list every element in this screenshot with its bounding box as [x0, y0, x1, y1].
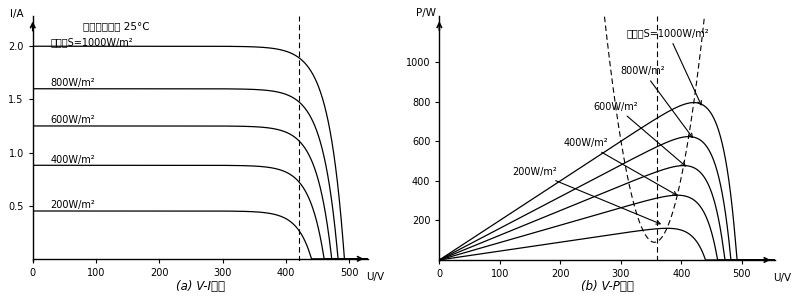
Text: U/V: U/V — [774, 273, 791, 283]
Text: 400W/m²: 400W/m² — [50, 155, 95, 165]
Text: P/W: P/W — [416, 8, 436, 18]
Text: 200W/m²: 200W/m² — [50, 200, 95, 210]
Text: (a) V-I特性: (a) V-I特性 — [176, 280, 225, 293]
Text: I/A: I/A — [10, 9, 24, 19]
Text: U/V: U/V — [366, 272, 385, 282]
Text: 200W/m²: 200W/m² — [512, 167, 660, 224]
Text: (b) V-P特性: (b) V-P特性 — [581, 280, 634, 293]
Text: 800W/m²: 800W/m² — [50, 78, 95, 88]
Text: 800W/m²: 800W/m² — [621, 66, 692, 137]
Text: 600W/m²: 600W/m² — [50, 115, 95, 125]
Text: 400W/m²: 400W/m² — [563, 138, 677, 195]
Text: 光伏阵列温度 25°C: 光伏阵列温度 25°C — [83, 21, 150, 31]
Text: 日照度S=1000W/m²: 日照度S=1000W/m² — [627, 28, 710, 105]
Text: 600W/m²: 600W/m² — [594, 101, 686, 166]
Text: 日照度S=1000W/m²: 日照度S=1000W/m² — [50, 37, 133, 47]
